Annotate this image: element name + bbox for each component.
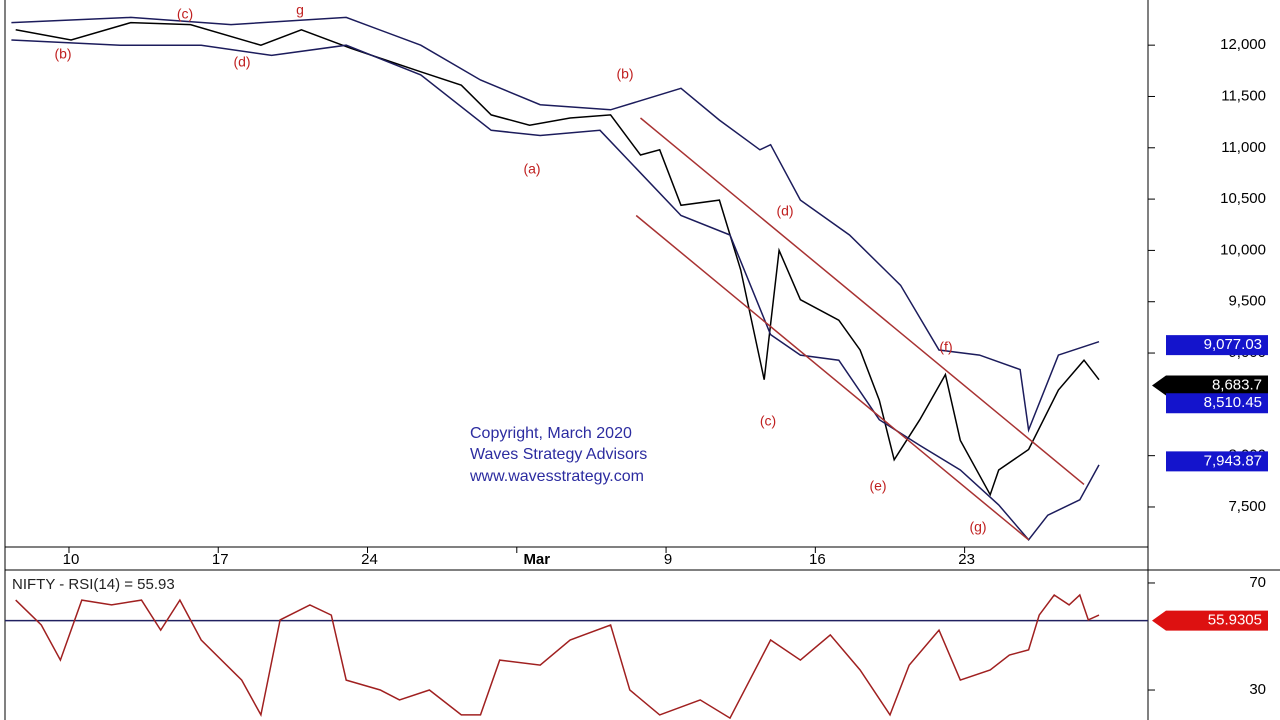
wave-label: (c) [760, 413, 776, 429]
x-tick-label: 10 [63, 551, 80, 568]
y-tick-label: 30 [1249, 681, 1266, 698]
y-tick-label: 11,500 [1221, 87, 1266, 104]
wave-label: (c) [177, 6, 193, 22]
y-tick-label: 70 [1249, 574, 1266, 591]
y-tick-label: 9,500 [1228, 293, 1266, 310]
rsi-plot [5, 593, 1148, 720]
y-tick-label: 12,000 [1220, 36, 1266, 53]
wave-label: (e) [869, 478, 886, 494]
watermark-line: www.wavesstrategy.com [469, 468, 644, 485]
overlay: 7,5008,0009,0009,50010,00010,50011,00011… [12, 2, 1268, 698]
panel-title: NIFTY - RSI(14) = 55.93 [12, 576, 175, 593]
x-tick-label: 23 [958, 551, 975, 568]
watermark-line: Waves Strategy Advisors [470, 446, 647, 463]
price-tag [1166, 451, 1268, 472]
price-tag-label: 8,683.7 [1212, 376, 1262, 393]
wave-label: (b) [54, 46, 71, 62]
wave-label: (g) [969, 519, 986, 535]
price-tag [1166, 335, 1268, 356]
price-tag-label: 9,077.03 [1204, 336, 1262, 353]
y-tick-label: 11,000 [1221, 139, 1266, 156]
wave-label: (a) [523, 161, 540, 177]
price-tag-label: 7,943.87 [1204, 452, 1262, 469]
x-tick-label: 16 [809, 551, 826, 568]
x-tick-label: 9 [664, 551, 672, 568]
price-tag-label: 8,510.45 [1204, 394, 1262, 411]
series-line [635, 214, 1030, 541]
price-plot [11, 16, 1100, 541]
wave-label: g [296, 2, 304, 18]
y-tick-label: 10,500 [1220, 190, 1266, 207]
price-tag [1152, 375, 1268, 396]
y-tick-label: 7,500 [1228, 498, 1266, 515]
x-tick-label: 17 [212, 551, 229, 568]
series-line [11, 39, 1100, 541]
reference-tag [1152, 610, 1268, 631]
wave-label: (d) [776, 203, 793, 219]
wave-label: (d) [233, 54, 250, 70]
price-tag [1166, 393, 1268, 414]
y-tick-label: 10,000 [1220, 241, 1266, 258]
reference-tag-label: 55.9305 [1208, 612, 1262, 629]
series-line [15, 593, 1100, 720]
series-line [11, 16, 1100, 433]
x-tick-label: Mar [523, 551, 550, 568]
x-tick-label: 24 [361, 551, 378, 568]
series-line [640, 117, 1085, 485]
watermark-line: Copyright, March 2020 [470, 425, 632, 442]
wave-label: (f) [939, 339, 952, 355]
wave-label: (b) [616, 66, 633, 82]
